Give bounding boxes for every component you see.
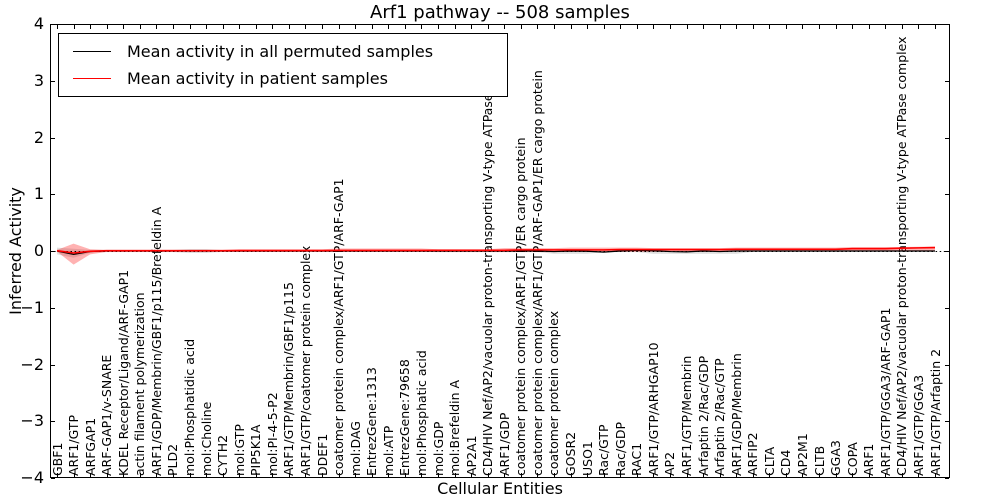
x-axis-label: Cellular Entities (437, 479, 563, 498)
legend-line-sample-permuted (73, 51, 111, 52)
y-tick-label: 0 (33, 241, 44, 260)
y-tick-label: 4 (33, 14, 44, 33)
y-tick-label: −3 (20, 411, 44, 431)
y-tick-label: −1 (20, 297, 44, 317)
chart-title: Arf1 pathway -- 508 samples (370, 2, 630, 23)
plot-frame (50, 24, 950, 478)
y-tick-label: 2 (33, 127, 44, 147)
legend: Mean activity in all permuted samples Me… (58, 33, 508, 97)
y-tick-label: 3 (33, 70, 44, 90)
legend-label-patient: Mean activity in patient samples (127, 69, 388, 88)
legend-entry-patient: Mean activity in patient samples (59, 69, 507, 88)
y-tick-label: −4 (20, 468, 44, 487)
legend-line-sample-patient (73, 78, 111, 79)
confidence-band-1 (57, 243, 935, 265)
series-line-patient (56, 246, 936, 254)
legend-entry-permuted: Mean activity in all permuted samples (59, 42, 507, 61)
legend-label-permuted: Mean activity in all permuted samples (127, 42, 434, 61)
y-tick-label: 1 (33, 184, 44, 204)
y-tick-label: −2 (20, 354, 44, 374)
